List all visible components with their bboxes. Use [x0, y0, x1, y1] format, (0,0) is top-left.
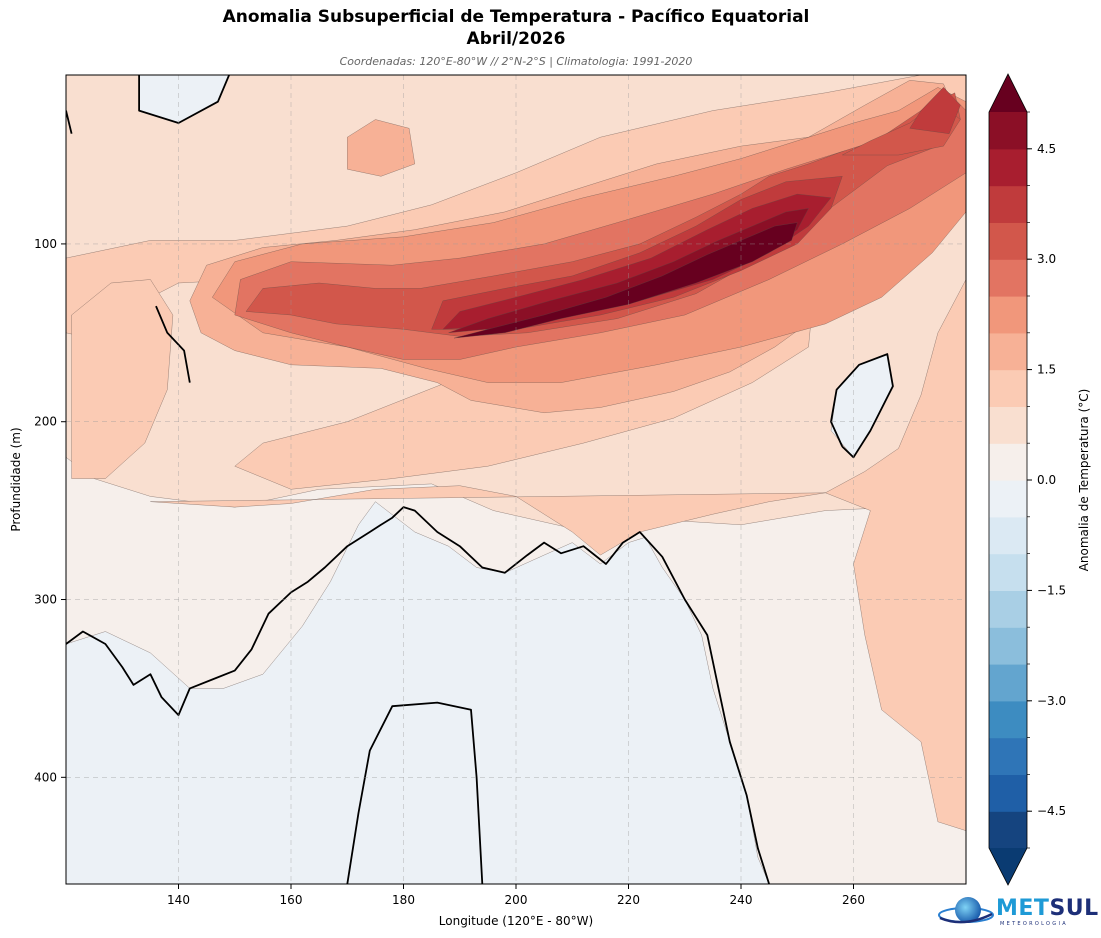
- metsul-logo: METSUL METEOROLOGIA: [934, 892, 1099, 932]
- x-tick-label-2: 180: [392, 893, 415, 907]
- colorbar-segment-3: [989, 700, 1027, 739]
- x-tick-label-5: 240: [730, 893, 753, 907]
- logo-tagline: METEOROLOGIA: [1000, 921, 1068, 927]
- colorbar-tick-label-6: −4.5: [1037, 804, 1066, 818]
- chart-subtitle: Coordenadas: 120°E-80°W // 2°N-2°S | Cli…: [339, 55, 693, 68]
- chart-title-line2: Abril/2026: [466, 29, 566, 49]
- colorbar-segment-11: [989, 406, 1027, 444]
- x-tick-label-6: 260: [842, 893, 865, 907]
- colorbar-segment-18: [989, 148, 1027, 187]
- colorbar-tick-label-1: 3.0: [1037, 252, 1056, 266]
- chart-title: Anomalia Subsuperficial de Temperatura -…: [66, 6, 966, 50]
- chart-title-line1: Anomalia Subsuperficial de Temperatura -…: [222, 7, 810, 27]
- colorbar-tick-label-3: 0.0: [1037, 473, 1056, 487]
- contour-zero-line-3: [155, 305, 191, 383]
- colorbar-tick-label-5: −3.0: [1037, 694, 1066, 708]
- colorbar-tick-label-2: 1.5: [1037, 363, 1056, 377]
- colorbar-segment-6: [989, 590, 1027, 628]
- x-tick-label-4: 220: [617, 893, 640, 907]
- colorbar-segment-13: [989, 332, 1027, 371]
- y-axis-label: Profundidade (m): [9, 427, 23, 531]
- y-tick-label-3: 400: [34, 770, 57, 784]
- globe-logo-icon: [938, 897, 994, 924]
- anomaly-region-2: [71, 279, 174, 479]
- anomaly-region-3: [150, 279, 966, 831]
- colorbar-segment-0: [989, 811, 1027, 849]
- colorbar-segment-17: [989, 185, 1027, 223]
- colorbar-tick-label-0: 4.5: [1037, 142, 1056, 156]
- y-tick-label-0: 100: [34, 237, 57, 251]
- colorbar-segment-1: [989, 774, 1027, 812]
- colorbar-segment-9: [989, 480, 1027, 518]
- colorbar-label: Anomalia de Temperatura (°C): [1077, 389, 1091, 572]
- colorbar-segment-10: [989, 443, 1027, 481]
- y-tick-label-1: 200: [34, 415, 57, 429]
- x-axis-label: Longitude (120°E - 80°W): [439, 914, 593, 928]
- colorbar-segment-5: [989, 627, 1027, 665]
- contour-zero-line-5: [346, 701, 484, 884]
- colorbar-segment-8: [989, 516, 1027, 555]
- logo-sul-text: SUL: [1049, 896, 1099, 921]
- x-tick-label-0: 140: [167, 893, 190, 907]
- colorbar-tick-label-4: −1.5: [1037, 583, 1066, 597]
- colorbar-segment-14: [989, 296, 1027, 334]
- anomaly-region-12: [909, 87, 961, 134]
- logo-met-text: MET: [996, 896, 1050, 921]
- y-tick-label-2: 300: [34, 593, 57, 607]
- contour-zero-line-4: [830, 353, 894, 459]
- colorbar: 4.5 3.0 1.5 0.0 −1.5 −3.0 −4.5 Anomalia de Temp…: [988, 73, 1091, 886]
- x-tick-label-3: 200: [505, 893, 528, 907]
- anomaly-region-15: [453, 222, 798, 339]
- anomaly-region-6: [347, 119, 416, 177]
- colorbar-segment-12: [989, 369, 1027, 407]
- contour-zero-line-2: [66, 110, 73, 134]
- colorbar-segment-2: [989, 737, 1027, 775]
- plot-area: [66, 75, 966, 884]
- colorbar-segment-19: [989, 112, 1027, 150]
- colorbar-segment-7: [989, 553, 1027, 591]
- colorbar-segment-16: [989, 222, 1027, 260]
- colorbar-segment-15: [989, 259, 1027, 297]
- colorbar-segment-4: [989, 664, 1027, 702]
- x-tick-label-1: 160: [280, 893, 303, 907]
- colorbar-extend-bottom: [989, 848, 1027, 885]
- colorbar-extend-top: [989, 74, 1027, 112]
